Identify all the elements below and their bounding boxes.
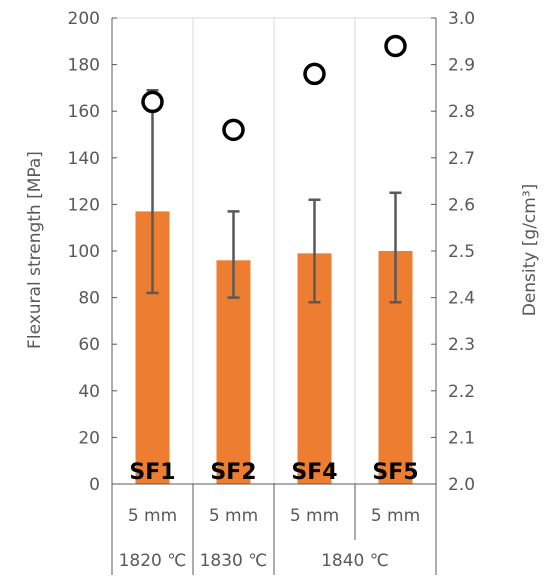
left-axis-ticks: 0 20 40 60 80 100 120 140 160 180 200 [68,9,117,495]
error-bars [146,88,402,304]
tick-label-left: 100 [68,242,100,262]
tick-label-right: 2.5 [448,242,475,262]
y-axis-title-left: Flexural strength [MPa] [25,151,45,349]
tick-label-right: 2.1 [448,428,475,448]
vertical-gridlines [192,18,356,484]
temperature-label: 1840 ℃ [321,551,389,571]
temperature-label: 1830 ℃ [200,551,268,571]
tick-label-left: 20 [78,428,100,448]
sample-labels: SF1 SF2 SF4 SF5 [129,460,418,485]
density-point-sf5 [384,34,407,58]
tick-label-left: 120 [68,195,100,215]
density-point-sf2 [222,118,245,142]
tick-label-left: 80 [78,289,100,309]
tick-label-left: 0 [89,475,100,495]
sample-label-sf5: SF5 [372,460,418,485]
tick-label-right: 2.9 [448,56,475,76]
thickness-label: 5 mm [290,506,339,526]
tick-label-left: 60 [78,335,100,355]
tick-label-right: 2.8 [448,102,475,122]
thickness-label: 5 mm [209,506,258,526]
tick-label-right: 2.0 [448,475,475,495]
category-table: 5 mm 5 mm 5 mm 5 mm 1820 ℃ 1830 ℃ 1840 ℃ [111,484,437,575]
tick-label-right: 2.7 [448,149,475,169]
tick-label-left: 40 [78,382,100,402]
tick-label-right: 2.2 [448,382,475,402]
sample-label-sf1: SF1 [129,460,175,485]
tick-label-left: 140 [68,149,100,169]
density-point-sf4 [303,62,326,86]
density-point-sf1 [141,90,164,114]
tick-label-left: 180 [68,56,100,76]
tick-label-right: 2.6 [448,195,475,215]
temperature-label: 1820 ℃ [119,551,187,571]
tick-label-right: 2.3 [448,335,475,355]
thickness-label: 5 mm [371,506,420,526]
tick-label-left: 160 [68,102,100,122]
y-axis-title-right: Density [g/cm³] [520,184,540,317]
tick-label-left: 200 [68,9,100,29]
tick-label-right: 3.0 [448,9,475,29]
sample-label-sf4: SF4 [291,460,337,485]
right-axis-ticks: 2.0 2.1 2.2 2.3 2.4 2.5 2.6 2.7 2.8 2.9 3.0 [431,9,475,495]
tick-label-right: 2.4 [448,289,475,309]
sample-label-sf2: SF2 [210,460,256,485]
density-markers [141,34,407,142]
thickness-label: 5 mm [128,506,177,526]
